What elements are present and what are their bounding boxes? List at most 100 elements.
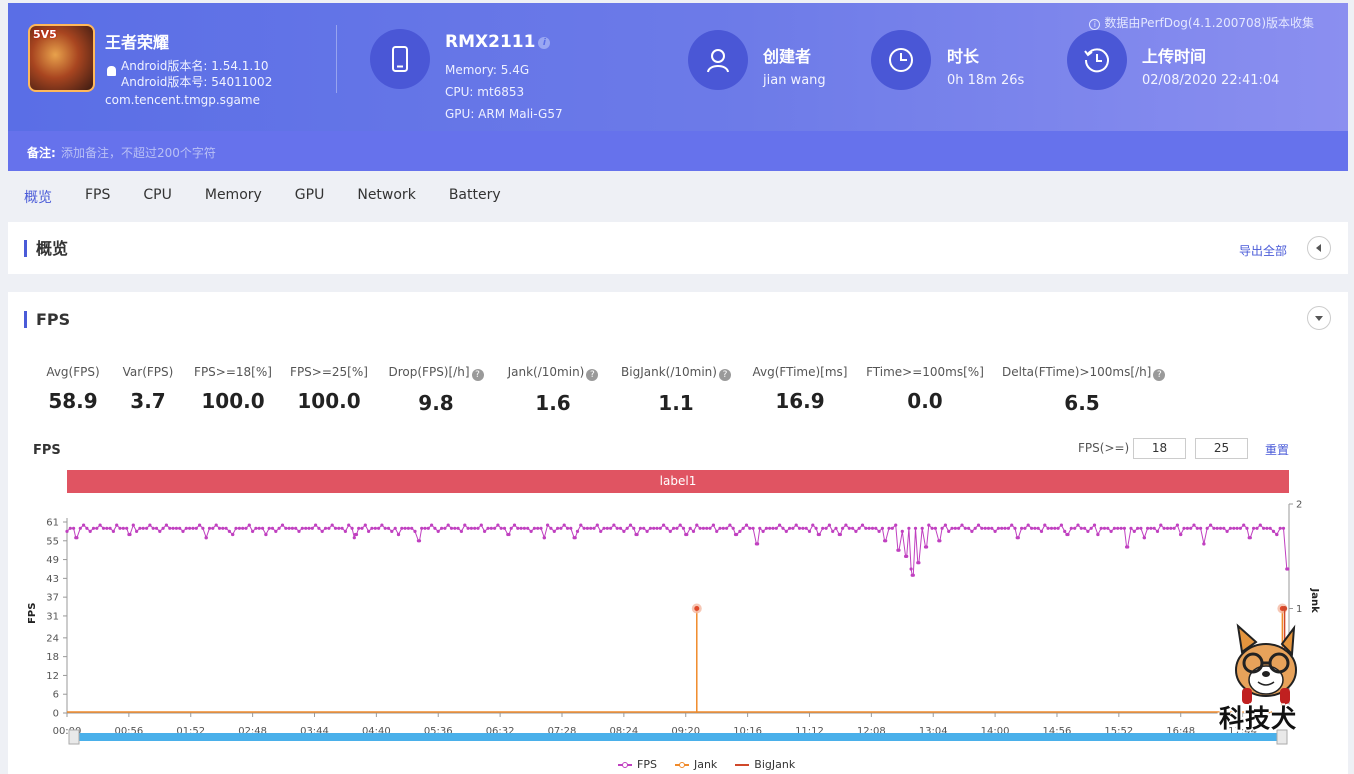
fps-point (834, 526, 838, 530)
fps-point (499, 526, 503, 530)
legend-item-fps[interactable]: FPS (618, 758, 657, 771)
fps-point (625, 526, 629, 530)
fps-point (227, 529, 231, 533)
fps-point (761, 529, 765, 533)
fps-point (536, 526, 540, 530)
fps-point (327, 526, 331, 530)
fps-point (483, 529, 487, 533)
fps-point (847, 526, 851, 530)
fps-point (417, 539, 422, 543)
slider-handle-right[interactable] (1276, 729, 1288, 745)
fps-point (433, 526, 437, 530)
help-icon[interactable]: ? (586, 369, 599, 381)
fps-point (473, 526, 477, 530)
fps-point (880, 526, 885, 530)
fps-point (930, 526, 934, 530)
fps-point (1169, 526, 1173, 530)
tab-network[interactable]: Network (357, 187, 416, 203)
fps-point (108, 526, 112, 530)
fps-point (138, 526, 142, 530)
fps-point (1248, 536, 1252, 540)
fps-point (377, 526, 381, 530)
threshold-input-2[interactable]: 25 (1195, 438, 1248, 459)
fps-point (400, 526, 404, 530)
fps-point (1209, 523, 1213, 527)
y-tick-label: 37 (46, 593, 59, 604)
bigjank-point[interactable] (1282, 606, 1288, 611)
fps-point (406, 526, 410, 530)
fps-point (333, 526, 338, 530)
label-bar[interactable]: label1 (67, 470, 1289, 493)
tab-memory[interactable]: Memory (204, 187, 262, 203)
fps-point (426, 526, 430, 530)
fps-point (1023, 526, 1027, 530)
fps-point (75, 536, 79, 540)
fps-point (294, 526, 298, 530)
report-header: i 数据由PerfDog(4.1.200708)版本收集 5V5 王者荣耀 And… (8, 3, 1348, 171)
fps-point (1046, 526, 1050, 530)
fps-point (343, 529, 347, 533)
legend-item-jank[interactable]: Jank (674, 758, 717, 771)
fps-point (681, 526, 686, 530)
expand-button[interactable] (1307, 306, 1331, 330)
fps-point (1262, 526, 1266, 530)
remark-input[interactable]: 添加备注，不超过200个字符 (61, 146, 216, 160)
fps-section-title: FPS (24, 311, 70, 328)
fps-point (665, 526, 669, 530)
tab-cpu[interactable]: CPU (143, 187, 172, 203)
fps-point (804, 526, 808, 530)
fps-point (1232, 526, 1236, 530)
fps-point (453, 526, 457, 530)
fps-point (85, 526, 89, 530)
help-icon[interactable]: ? (718, 369, 731, 381)
jank-point[interactable] (694, 606, 700, 611)
metric-label: Jank(/10min)? (473, 365, 633, 381)
fps-point (1132, 529, 1136, 533)
tab-battery[interactable]: Battery (448, 187, 501, 203)
fps-point (811, 523, 815, 527)
collapse-button[interactable] (1307, 236, 1331, 260)
fps-point (1215, 526, 1219, 530)
fps-point (1013, 526, 1017, 530)
fps-point (314, 523, 318, 527)
y-tick-label: 18 (46, 652, 59, 663)
fps-point (1000, 526, 1004, 530)
metric-value: 1.6 (535, 391, 571, 415)
slider-handle-left[interactable] (68, 729, 80, 745)
fps-point (1245, 526, 1249, 530)
fps-series-line[interactable] (66, 523, 1288, 576)
fps-point (1159, 523, 1163, 527)
remark-bar (8, 131, 1348, 171)
legend-item-bigjank[interactable]: BigJank (735, 758, 795, 771)
threshold-input-1[interactable]: 18 (1133, 438, 1186, 459)
tab-fps[interactable]: FPS (85, 187, 111, 203)
help-icon[interactable]: ? (471, 369, 484, 381)
fps-point (688, 526, 692, 530)
fps-point (1252, 526, 1256, 530)
y-tick-label: 24 (46, 633, 59, 644)
duration-value: 0h 18m 26s (947, 73, 1025, 88)
fps-point (884, 539, 888, 543)
user-icon (688, 30, 748, 90)
fps-point (181, 529, 185, 533)
fps-point (360, 526, 364, 530)
fps-point (851, 526, 855, 530)
fps-point (1235, 526, 1239, 530)
tab-gpu[interactable]: GPU (294, 187, 325, 203)
fps-point (920, 526, 924, 530)
fps-point (284, 526, 288, 530)
device-info-icon[interactable]: i (538, 37, 551, 49)
fps-point (1286, 567, 1290, 571)
fps-point (983, 526, 987, 530)
tab-overview[interactable]: 概览 (24, 190, 52, 206)
reset-link[interactable]: 重置 (1265, 443, 1290, 457)
fps-point (496, 523, 500, 527)
x-tick-label: 04:40 (362, 726, 391, 737)
time-range-slider[interactable] (74, 733, 1282, 741)
export-all-link[interactable]: 导出全部 (1239, 244, 1288, 258)
help-icon[interactable]: ? (1153, 369, 1166, 381)
fps-point (1238, 526, 1242, 530)
fps-point (131, 523, 135, 527)
fps-point (695, 523, 699, 527)
